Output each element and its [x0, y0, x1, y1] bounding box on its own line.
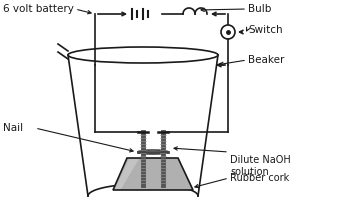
Polygon shape [113, 158, 193, 190]
Text: 6 volt battery: 6 volt battery [3, 4, 74, 14]
Text: Bulb: Bulb [248, 4, 271, 14]
Text: Rubber cork: Rubber cork [230, 173, 289, 183]
Text: Nail: Nail [3, 123, 23, 133]
Polygon shape [115, 159, 139, 189]
Text: Beaker: Beaker [248, 55, 284, 65]
Text: Dilute NaOH
solution: Dilute NaOH solution [230, 155, 291, 177]
Text: Switch: Switch [248, 25, 283, 35]
